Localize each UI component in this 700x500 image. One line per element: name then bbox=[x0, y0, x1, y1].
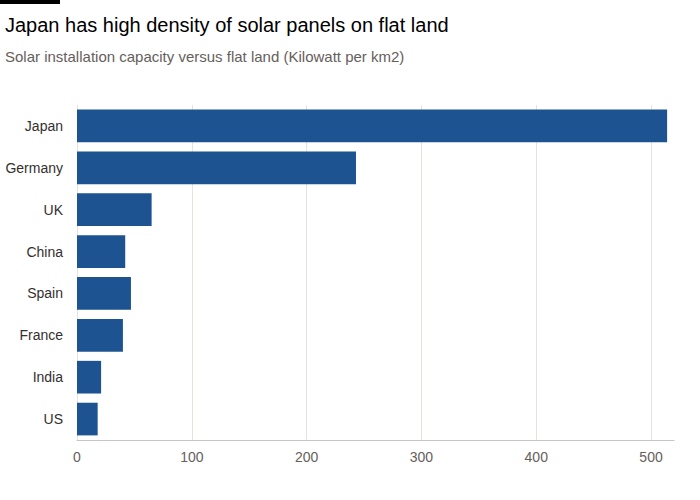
svg-text:France: France bbox=[19, 327, 63, 343]
svg-text:400: 400 bbox=[525, 449, 549, 465]
svg-text:100: 100 bbox=[180, 449, 204, 465]
svg-text:500: 500 bbox=[639, 449, 663, 465]
svg-text:0: 0 bbox=[73, 449, 81, 465]
svg-text:Spain: Spain bbox=[27, 285, 63, 301]
svg-text:200: 200 bbox=[295, 449, 319, 465]
svg-text:Japan: Japan bbox=[25, 118, 63, 134]
svg-text:US: US bbox=[44, 411, 63, 427]
svg-text:India: India bbox=[33, 369, 64, 385]
svg-text:China: China bbox=[26, 244, 63, 260]
svg-text:Germany: Germany bbox=[5, 160, 63, 176]
svg-text:300: 300 bbox=[410, 449, 434, 465]
svg-text:Japan has high density of sola: Japan has high density of solar panels o… bbox=[5, 14, 449, 36]
svg-text:UK: UK bbox=[44, 202, 64, 218]
svg-text:Solar installation capacity ve: Solar installation capacity versus flat … bbox=[5, 48, 404, 65]
